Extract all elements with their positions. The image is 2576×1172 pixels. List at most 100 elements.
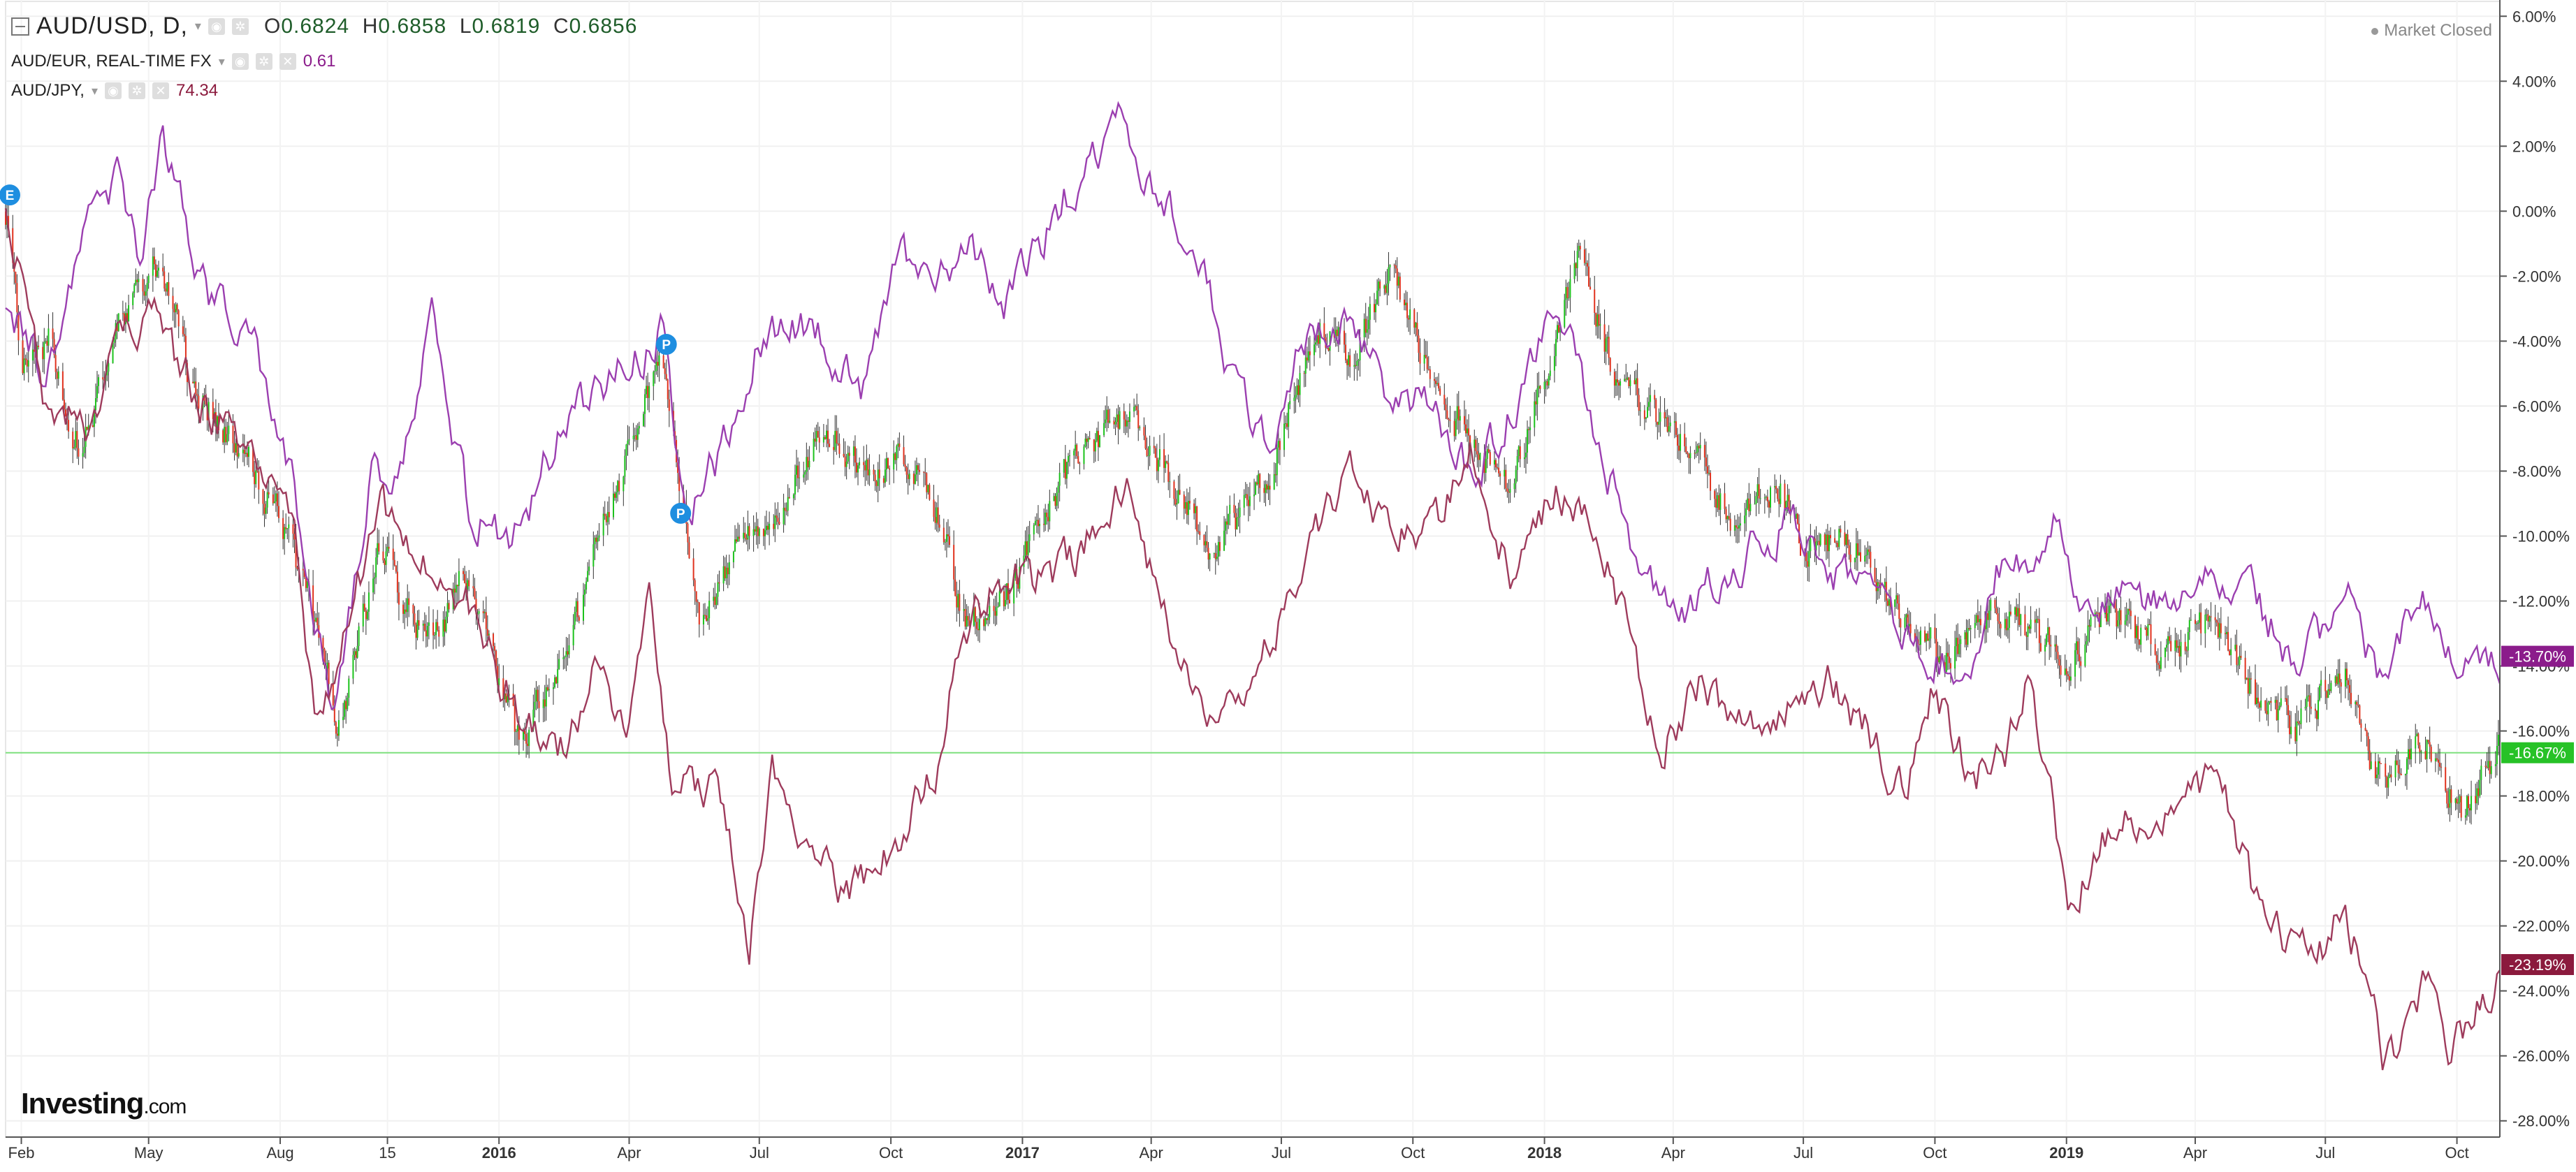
candle-down [2314, 708, 2316, 711]
candle-down [384, 560, 386, 565]
close-icon[interactable]: ✕ [279, 53, 296, 70]
candle-up [646, 386, 648, 395]
x-tick-label: 15 [379, 1144, 395, 1162]
candle-up [1564, 300, 1566, 328]
aud-eur-legend[interactable]: AUD/EUR, REAL-TIME FX ▾ ◉ ✲ ✕ 0.61 [11, 52, 335, 71]
close-icon[interactable]: ✕ [152, 82, 169, 99]
candle-up [404, 609, 406, 614]
candle-down [1579, 246, 1581, 250]
candle-down [2315, 710, 2317, 719]
candle-down [833, 446, 835, 451]
candle-down [412, 604, 414, 614]
candle-up [1673, 421, 1675, 423]
candle-up [1205, 541, 1207, 545]
candle-up [1668, 426, 1670, 432]
candle-up [1749, 504, 1752, 511]
candle-down [2475, 796, 2477, 804]
candle-down [1914, 633, 1916, 642]
candle-up [1147, 455, 1149, 457]
eye-icon[interactable]: ◉ [231, 53, 249, 70]
aud-jpy-symbol[interactable]: AUD/JPY, [11, 81, 85, 100]
candle-down [977, 629, 979, 631]
x-tick-label: May [134, 1144, 163, 1162]
candle-up [2239, 655, 2241, 665]
candle-up [2304, 707, 2306, 709]
candle-down [698, 602, 700, 625]
main-series-legend[interactable]: AUD/USD, D, ▾ ◉ ✲ O0.6824 H0.6858 L0.681… [11, 13, 637, 40]
candle-down [788, 497, 790, 499]
candle-up [286, 528, 289, 529]
candle-up [624, 455, 626, 477]
eye-icon[interactable]: ◉ [208, 17, 225, 35]
candle-up [1149, 446, 1151, 456]
gear-icon[interactable]: ✲ [128, 82, 145, 99]
chevron-down-icon[interactable]: ▾ [194, 19, 201, 33]
candle-up [1744, 515, 1746, 524]
candle-up [562, 657, 565, 659]
eye-icon[interactable]: ◉ [104, 82, 122, 99]
candle-up [94, 398, 96, 410]
candle-up [1747, 498, 1749, 508]
chevron-down-icon[interactable]: ▾ [91, 83, 98, 98]
candle-up [132, 293, 134, 305]
candle-down [1874, 567, 1876, 583]
candle-down [42, 346, 44, 360]
candle-up [989, 606, 991, 617]
candle-up [1493, 460, 1495, 465]
candle-up [803, 474, 805, 478]
candle-down [757, 526, 759, 536]
candle-up [737, 536, 739, 542]
candle-down [1457, 406, 1460, 421]
candle-up [1578, 246, 1580, 251]
candle-down [1598, 314, 1600, 326]
candle-down [2427, 740, 2429, 742]
candle-down [1995, 608, 1998, 614]
candle-up [374, 577, 376, 579]
candle-up [1854, 557, 1856, 562]
candle-up [1479, 453, 1481, 460]
candle-down [1188, 501, 1191, 504]
candle-up [915, 465, 917, 475]
candle-up [146, 283, 148, 291]
candle-up [2434, 758, 2436, 762]
collapse-legend-icon[interactable] [11, 17, 29, 36]
candle-down [1546, 381, 1548, 386]
candle-down [2137, 626, 2139, 640]
candle-down [1345, 344, 1347, 360]
candle-up [446, 603, 449, 617]
chevron-down-icon[interactable]: ▾ [218, 54, 225, 68]
high-label: H [362, 14, 379, 38]
candle-down [576, 601, 578, 617]
candle-up [1569, 279, 1571, 298]
candle-up [1695, 452, 1697, 454]
x-tick-label: Apr [1140, 1144, 1163, 1162]
candle-down [335, 721, 337, 734]
candle-down [2276, 700, 2278, 720]
candle-down [2039, 643, 2042, 652]
candle-up [2296, 721, 2298, 742]
candle-up [2069, 676, 2072, 681]
candle-down [695, 591, 697, 602]
candle-down [1494, 460, 1497, 468]
candle-up [242, 449, 244, 453]
main-symbol[interactable]: AUD/USD, D, [36, 13, 188, 39]
candle-down [2489, 761, 2491, 775]
candle-up [893, 453, 895, 470]
candle-up [2035, 619, 2037, 623]
aud-jpy-legend[interactable]: AUD/JPY, ▾ ◉ ✲ ✕ 74.34 [11, 81, 218, 101]
candle-down [1445, 404, 1447, 411]
candle-up [542, 699, 544, 708]
candle-down [1684, 434, 1686, 447]
candle-down [1775, 485, 1777, 490]
candle-down [1247, 499, 1249, 506]
gear-icon[interactable]: ✲ [231, 17, 249, 35]
aud-eur-symbol[interactable]: AUD/EUR, REAL-TIME FX [11, 52, 212, 71]
candle-down [2467, 796, 2469, 809]
candle-down [2349, 684, 2351, 694]
gear-icon[interactable]: ✲ [255, 53, 272, 70]
candle-down [165, 288, 167, 292]
candle-down [889, 468, 891, 470]
candle-up [96, 386, 99, 399]
candle-down [2155, 654, 2157, 664]
